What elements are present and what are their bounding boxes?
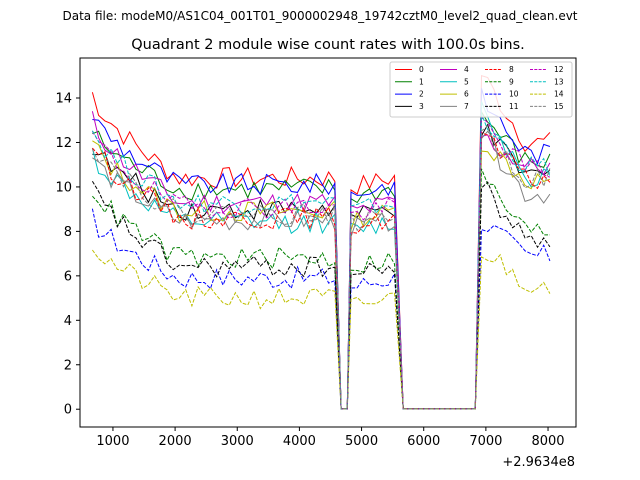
data-file-label: Data file: modeM0/AS1C04_001T01_90000029… [62, 9, 577, 23]
x-tick-label: 1000 [96, 434, 129, 449]
x-tick-label: 7000 [469, 434, 502, 449]
series-line-8 [92, 131, 551, 410]
y-tick-label: 10 [55, 180, 72, 195]
legend-label: 11 [509, 102, 519, 111]
y-tick-label: 0 [64, 403, 72, 418]
legend-label: 12 [554, 65, 564, 74]
x-tick-label: 8000 [531, 434, 564, 449]
y-tick-label: 6 [64, 269, 72, 284]
chart-title: Quadrant 2 module wise count rates with … [131, 37, 525, 53]
series-line-10 [91, 208, 551, 410]
axes-frame [79, 57, 577, 428]
legend-label: 9 [509, 77, 514, 86]
series-line-3 [92, 123, 551, 410]
y-tick-label: 2 [64, 358, 72, 373]
legend-label: 5 [464, 77, 469, 86]
legend-label: 3 [419, 102, 424, 111]
legend-label: 2 [419, 90, 424, 99]
x-tick-label: 2000 [159, 434, 192, 449]
x-tick-label: 5000 [345, 434, 378, 449]
x-tick-label: 4000 [283, 434, 316, 449]
series-line-9 [92, 168, 550, 410]
legend-label: 13 [554, 77, 564, 86]
legend-box [389, 61, 573, 118]
x-axis-ticks: 1000 2000 3000 4000 5000 6000 7000 8000 [96, 427, 565, 449]
series-line-14 [91, 249, 551, 410]
y-tick-label: 14 [55, 92, 72, 107]
legend-label: 8 [509, 65, 514, 74]
legend-label: 7 [464, 102, 469, 111]
series-line-13 [91, 113, 551, 410]
series-line-11 [91, 180, 551, 410]
legend-label: 10 [509, 90, 519, 99]
x-tick-label: 3000 [221, 434, 254, 449]
legend-label: 15 [554, 102, 564, 111]
legend-label: 4 [464, 65, 469, 74]
y-tick-label: 12 [55, 136, 72, 151]
series-line-6 [92, 140, 551, 410]
plot-lines [91, 75, 551, 410]
legend-label: 6 [464, 90, 469, 99]
legend-label: 0 [419, 65, 424, 74]
series-line-15 [91, 125, 551, 410]
y-tick-label: 4 [64, 314, 72, 329]
y-axis-ticks: 0 2 4 6 8 10 12 14 [55, 92, 80, 418]
legend-label: 14 [554, 90, 564, 99]
x-tick-label: 6000 [407, 434, 440, 449]
legend-label: 1 [419, 77, 424, 86]
y-tick-label: 8 [64, 225, 72, 240]
x-offset-label: +2.9634e8 [502, 455, 575, 470]
series-line-7 [92, 130, 551, 410]
